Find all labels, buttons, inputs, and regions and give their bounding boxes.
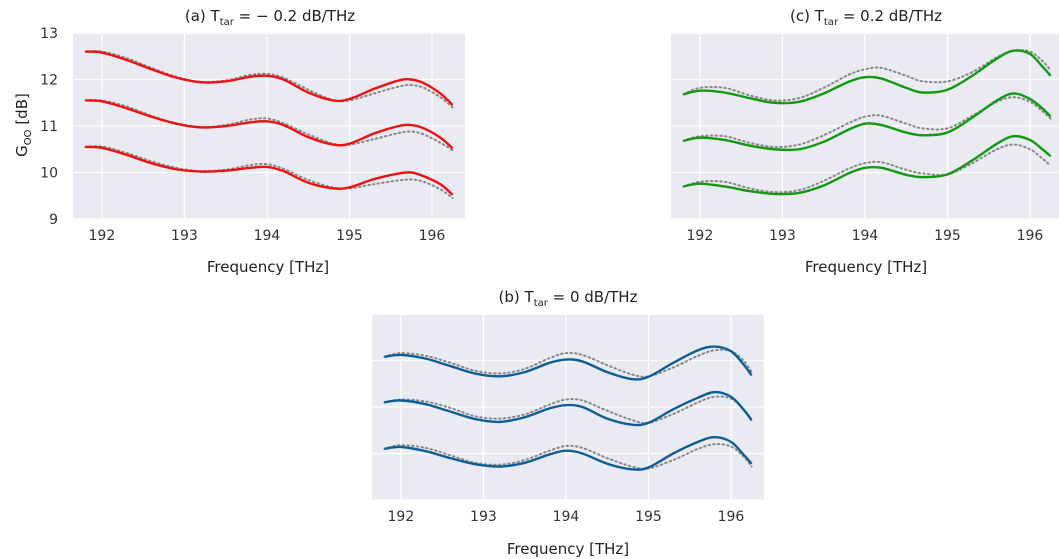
reference-series-line xyxy=(84,98,454,152)
reference-series-line xyxy=(383,395,753,425)
x-tick-label: 192 xyxy=(687,228,714,244)
x-tick-label: 196 xyxy=(1017,228,1044,244)
x-tick-label: 194 xyxy=(254,228,281,244)
panel-b-xlabel: Frequency [THz] xyxy=(507,540,629,558)
x-tick-label: 194 xyxy=(852,228,879,244)
series-line xyxy=(85,50,454,106)
y-tick-label: 10 xyxy=(40,166,58,182)
x-tick-label: 192 xyxy=(89,228,116,244)
plot-area xyxy=(671,32,1059,220)
y-tick-label: 11 xyxy=(40,119,58,135)
plot-area xyxy=(73,32,465,220)
reference-series-line xyxy=(682,96,1052,148)
panel-a-title: (a) Ttar = − 0.2 dB/THz xyxy=(185,7,355,28)
x-tick-label: 194 xyxy=(553,509,580,525)
panel-c: (c) Ttar = 0.2 dB/THz Frequency [THz] 19… xyxy=(671,7,1059,276)
series-line xyxy=(683,134,1052,196)
series-line xyxy=(85,145,454,196)
y-tick-label: 13 xyxy=(40,26,58,42)
x-tick-label: 193 xyxy=(470,509,497,525)
reference-series-line xyxy=(383,443,753,470)
x-tick-label: 193 xyxy=(171,228,198,244)
x-tick-label: 195 xyxy=(336,228,363,244)
reference-series-line xyxy=(84,145,454,200)
series-line xyxy=(683,92,1052,152)
panel-b: (b) Ttar = 0 dB/THz Frequency [THz] 192 1… xyxy=(372,288,764,558)
x-tick-label: 195 xyxy=(934,228,961,244)
reference-series-line xyxy=(682,143,1052,194)
panel-a-ylabel: GOO [dB] xyxy=(13,93,34,157)
series-line xyxy=(384,436,753,471)
x-tick-label: 196 xyxy=(419,228,446,244)
panel-a-xlabel: Frequency [THz] xyxy=(207,258,329,276)
x-tick-label: 196 xyxy=(718,509,745,525)
series-line xyxy=(85,99,454,150)
panel-b-title: (b) Ttar = 0 dB/THz xyxy=(499,288,638,309)
series-line xyxy=(384,345,753,381)
panel-c-xlabel: Frequency [THz] xyxy=(805,258,927,276)
series-line xyxy=(384,390,753,427)
panel-c-title: (c) Ttar = 0.2 dB/THz xyxy=(790,7,942,28)
x-tick-label: 193 xyxy=(769,228,796,244)
y-tick-label: 9 xyxy=(49,212,58,228)
x-tick-label: 195 xyxy=(635,509,662,525)
x-tick-label: 192 xyxy=(388,509,415,525)
series-line xyxy=(683,49,1052,105)
reference-series-line xyxy=(383,348,753,378)
panel-a: (a) Ttar = − 0.2 dB/THz Frequency [THz] … xyxy=(13,7,465,276)
y-tick-label: 12 xyxy=(40,73,58,89)
plot-area xyxy=(372,313,764,501)
reference-series-line xyxy=(84,50,454,109)
